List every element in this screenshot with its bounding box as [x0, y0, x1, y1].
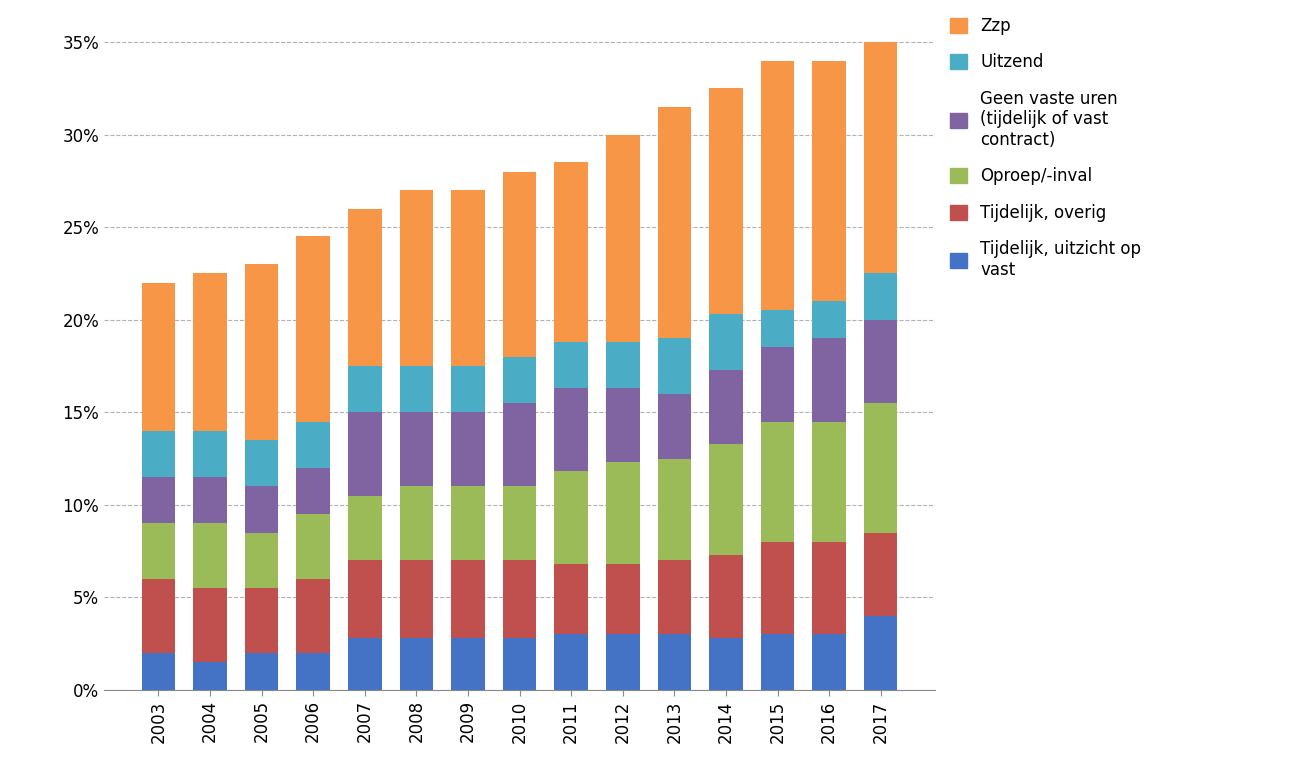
Bar: [864, 274, 898, 320]
Bar: [607, 463, 639, 564]
Bar: [864, 616, 898, 690]
Bar: [348, 495, 382, 561]
Bar: [194, 430, 227, 477]
Bar: [657, 338, 691, 394]
Bar: [348, 561, 382, 638]
Bar: [400, 412, 433, 486]
Bar: [194, 274, 227, 430]
Bar: [761, 422, 794, 542]
Bar: [194, 524, 227, 588]
Bar: [348, 209, 382, 366]
Bar: [812, 338, 846, 422]
Bar: [400, 486, 433, 561]
Bar: [503, 561, 536, 638]
Bar: [142, 283, 175, 430]
Bar: [451, 638, 485, 690]
Bar: [657, 394, 691, 459]
Bar: [555, 634, 588, 690]
Bar: [761, 347, 794, 422]
Bar: [296, 237, 330, 422]
Bar: [246, 440, 278, 486]
Bar: [607, 564, 639, 634]
Bar: [607, 634, 639, 690]
Bar: [296, 422, 330, 468]
Bar: [348, 366, 382, 412]
Bar: [709, 370, 743, 444]
Bar: [607, 342, 639, 388]
Bar: [503, 486, 536, 561]
Bar: [296, 468, 330, 514]
Bar: [709, 555, 743, 638]
Bar: [555, 342, 588, 388]
Bar: [246, 588, 278, 653]
Bar: [142, 524, 175, 579]
Bar: [761, 634, 794, 690]
Bar: [812, 542, 846, 634]
Bar: [348, 412, 382, 495]
Bar: [400, 561, 433, 638]
Bar: [864, 42, 898, 274]
Bar: [657, 459, 691, 561]
Bar: [864, 532, 898, 616]
Bar: [451, 412, 485, 486]
Bar: [607, 135, 639, 342]
Bar: [555, 388, 588, 471]
Bar: [864, 320, 898, 403]
Bar: [400, 638, 433, 690]
Bar: [657, 634, 691, 690]
Bar: [246, 264, 278, 440]
Bar: [555, 471, 588, 564]
Bar: [400, 366, 433, 412]
Bar: [296, 514, 330, 579]
Bar: [812, 60, 846, 301]
Bar: [657, 561, 691, 634]
Bar: [864, 403, 898, 532]
Bar: [761, 542, 794, 634]
Bar: [296, 579, 330, 653]
Legend: Zzp, Uitzend, Geen vaste uren
(tijdelijk of vast
contract), Oproep/-inval, Tijde: Zzp, Uitzend, Geen vaste uren (tijdelijk…: [943, 10, 1148, 285]
Bar: [503, 403, 536, 486]
Bar: [709, 444, 743, 555]
Bar: [709, 89, 743, 314]
Bar: [555, 162, 588, 342]
Bar: [246, 532, 278, 588]
Bar: [246, 653, 278, 690]
Bar: [657, 107, 691, 338]
Bar: [607, 388, 639, 463]
Bar: [194, 588, 227, 662]
Bar: [451, 366, 485, 412]
Bar: [142, 579, 175, 653]
Bar: [451, 191, 485, 366]
Bar: [812, 422, 846, 542]
Bar: [812, 301, 846, 338]
Bar: [761, 60, 794, 310]
Bar: [451, 561, 485, 638]
Bar: [709, 638, 743, 690]
Bar: [142, 653, 175, 690]
Bar: [503, 172, 536, 357]
Bar: [503, 638, 536, 690]
Bar: [194, 662, 227, 690]
Bar: [348, 638, 382, 690]
Bar: [761, 310, 794, 347]
Bar: [451, 486, 485, 561]
Bar: [503, 357, 536, 403]
Bar: [142, 477, 175, 524]
Bar: [246, 486, 278, 532]
Bar: [142, 430, 175, 477]
Bar: [400, 191, 433, 366]
Bar: [296, 653, 330, 690]
Bar: [709, 314, 743, 370]
Bar: [194, 477, 227, 524]
Bar: [812, 634, 846, 690]
Bar: [555, 564, 588, 634]
